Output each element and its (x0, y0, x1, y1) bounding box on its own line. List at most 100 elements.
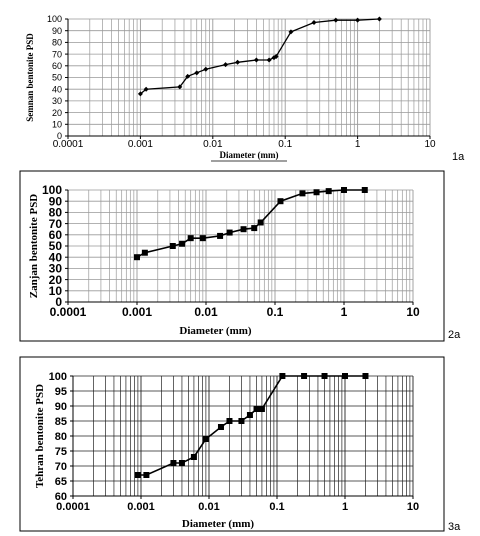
data-point (341, 187, 347, 193)
data-point (321, 373, 328, 379)
panel-label-2a: 2a (448, 329, 461, 341)
data-point (226, 229, 233, 236)
y-tick-label: 0 (57, 131, 62, 141)
data-point (240, 226, 247, 233)
grid (67, 18, 431, 137)
x-tick-label: 0.001 (127, 501, 155, 513)
y-tick-label: 0 (55, 295, 62, 309)
data-point (333, 17, 339, 23)
x-tick-label: 0.1 (269, 501, 284, 513)
data-point (238, 418, 245, 424)
data-point (179, 240, 186, 247)
y-tick-label: 60 (49, 228, 63, 242)
data-point (143, 472, 150, 478)
data-point (170, 460, 177, 466)
data-point (217, 232, 224, 239)
chart-3a-frame (19, 356, 445, 532)
data-point (342, 373, 348, 379)
y-tick-label: 80 (52, 38, 62, 48)
data-point (266, 57, 272, 63)
data-point (190, 454, 197, 460)
data-point (279, 373, 286, 379)
y-tick-label: 85 (55, 416, 67, 428)
y-tick-label: 50 (52, 73, 62, 83)
data-point (246, 412, 253, 418)
x-tick-label: 0.1 (278, 139, 292, 150)
data-point (202, 436, 209, 442)
x-tick-label: 10 (406, 305, 420, 319)
data-point (194, 70, 200, 76)
data-point (361, 187, 368, 193)
y-tick-label: 70 (52, 49, 62, 59)
y-tick-label: 40 (49, 250, 63, 264)
data-point (217, 424, 224, 430)
y-tick-label: 20 (49, 273, 63, 287)
x-tick-label: 10 (424, 139, 436, 150)
y-axis-label: Zanjan bentonite PSD (28, 194, 40, 299)
series-line (139, 18, 380, 95)
data-point (253, 406, 260, 412)
y-tick-label: 100 (49, 371, 67, 383)
data-point (177, 84, 183, 90)
x-tick-label: 0.0001 (53, 139, 84, 150)
x-tick-label: 0.001 (128, 139, 153, 150)
y-tick-label: 75 (55, 446, 67, 458)
data-point (134, 472, 141, 478)
data-point (185, 73, 191, 79)
y-tick-label: 70 (55, 461, 67, 473)
y-tick-label: 100 (42, 183, 62, 197)
data-point (235, 59, 241, 65)
data-point (143, 86, 149, 92)
y-tick-label: 50 (49, 239, 63, 253)
grid (67, 189, 414, 303)
grid (72, 375, 414, 497)
data-point (253, 57, 259, 63)
data-point (313, 189, 320, 196)
y-tick-label: 70 (49, 217, 63, 231)
y-axis-label: Tehran bentonite PSD (34, 384, 46, 488)
chart-2a-frame (19, 170, 445, 342)
data-point (257, 219, 264, 226)
data-point (362, 373, 369, 379)
x-tick-label: 10 (407, 501, 419, 513)
data-point (178, 460, 185, 466)
data-point (134, 254, 140, 261)
data-point (187, 235, 194, 242)
y-tick-label: 90 (55, 401, 67, 413)
x-axis-label: Diameter (mm) (182, 518, 255, 530)
y-tick-label: 65 (55, 476, 67, 488)
y-tick-label: 90 (49, 194, 63, 208)
data-point (355, 17, 361, 23)
data-point (258, 406, 265, 412)
y-tick-label: 60 (52, 61, 62, 71)
x-axis-label: Diameter (mm) (219, 150, 278, 160)
data-point (277, 198, 284, 205)
y-tick-label: 90 (52, 26, 62, 36)
y-tick-label: 10 (52, 119, 62, 129)
y-tick-label: 80 (49, 206, 63, 220)
x-tick-label: 1 (342, 501, 348, 513)
y-tick-label: 60 (55, 491, 67, 503)
x-tick-label: 0.01 (198, 501, 219, 513)
y-tick-label: 40 (52, 84, 62, 94)
data-point (199, 235, 206, 242)
y-tick-label: 100 (47, 14, 62, 24)
y-tick-label: 10 (49, 284, 63, 298)
data-point (299, 190, 306, 197)
y-tick-label: 95 (55, 386, 67, 398)
x-tick-label: 0.01 (194, 305, 218, 319)
x-tick-label: 0.0001 (56, 501, 90, 513)
x-tick-label: 0.01 (203, 139, 223, 150)
data-point (203, 66, 209, 72)
data-point (311, 20, 317, 26)
data-point (223, 62, 229, 68)
y-tick-label: 30 (49, 262, 63, 276)
x-tick-label: 1 (341, 305, 348, 319)
chart-3a-plot: 60 65 70 75 80 85 90 95 100 0.0001 0.001 0.01 0.1 1 10… (34, 371, 419, 530)
y-tick-label: 20 (52, 108, 62, 118)
panel-label-1a: 1a (452, 151, 465, 163)
data-point (301, 373, 308, 379)
